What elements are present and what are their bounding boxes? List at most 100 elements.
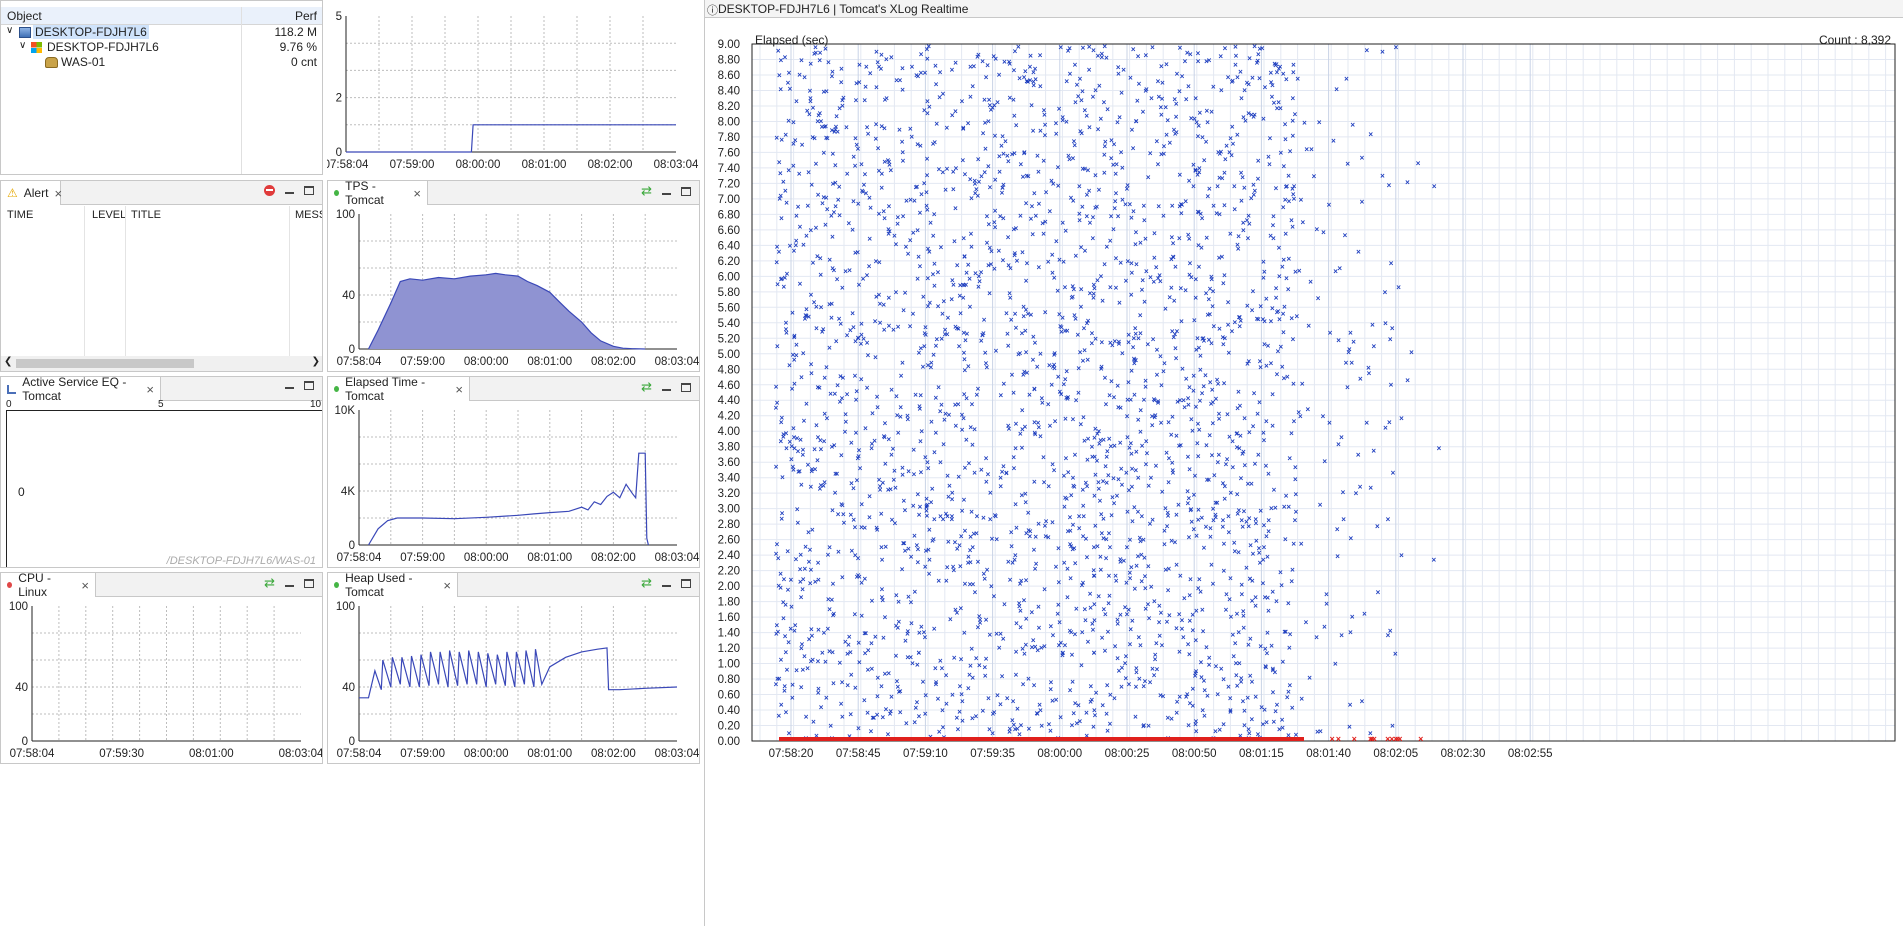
close-icon[interactable]: ×: [54, 185, 63, 201]
xlog-point: ×: [880, 555, 885, 564]
minimize-icon[interactable]: [662, 388, 671, 391]
xlog-point: ×: [1234, 429, 1239, 438]
xlog-point: ×: [1208, 378, 1213, 387]
close-icon[interactable]: ×: [146, 381, 154, 397]
xlog-point: ×: [1008, 293, 1013, 302]
xlog-point: ×: [1245, 79, 1250, 88]
column-message[interactable]: MESS: [295, 209, 322, 221]
xlog-point: ×: [1286, 731, 1291, 740]
xlog-point: ×: [894, 622, 899, 631]
tab-tps[interactable]: TPS - Tomcat ×: [328, 181, 428, 207]
maximize-icon[interactable]: [681, 382, 691, 392]
tab-active-service[interactable]: Active Service EQ - Tomcat ×: [1, 377, 161, 403]
refresh-icon[interactable]: ⇄: [641, 575, 652, 590]
close-icon[interactable]: ×: [413, 185, 421, 201]
xlog-point: ×: [1073, 559, 1078, 568]
xlog-point: ×: [1146, 481, 1151, 490]
xlog-point: ×: [1137, 674, 1142, 683]
xlog-point: ×: [1281, 328, 1286, 337]
xlog-point: ×: [779, 413, 784, 422]
xlog-point: ×: [777, 158, 782, 167]
minimize-icon[interactable]: [662, 192, 671, 195]
maximize-icon[interactable]: [304, 381, 314, 390]
xlog-point: ×: [952, 237, 957, 246]
xlog-point: ×: [1288, 147, 1293, 156]
close-icon[interactable]: ×: [81, 577, 89, 593]
scroll-right-icon[interactable]: ❯: [311, 356, 320, 367]
minimize-icon[interactable]: [662, 584, 671, 587]
chevron-down-icon[interactable]: ∨: [19, 40, 27, 51]
xlog-point: ×: [1200, 606, 1205, 615]
xlog-point: ×: [949, 515, 954, 524]
xlog-point: ×: [1207, 653, 1212, 662]
y-tick-label: 0.00: [718, 736, 740, 748]
xlog-point: ×: [936, 576, 941, 585]
maximize-icon[interactable]: [681, 186, 691, 196]
column-time[interactable]: TIME: [7, 209, 34, 221]
xlog-point: ×: [1274, 60, 1279, 69]
xlog-point: ×: [938, 68, 943, 77]
xlog-point: ×: [954, 713, 959, 722]
xlog-point: ×: [804, 311, 809, 320]
xlog-point: ×: [931, 270, 936, 279]
xlog-point: ×: [1261, 257, 1266, 266]
xlog-point: ×: [974, 529, 979, 538]
maximize-icon[interactable]: [304, 578, 314, 588]
xlog-point: ×: [1132, 503, 1137, 512]
tab-cpu[interactable]: CPU - Linux ×: [1, 573, 96, 599]
clear-alerts-icon[interactable]: [264, 185, 275, 196]
scroll-left-icon[interactable]: ❮: [4, 356, 13, 367]
xlog-point: ×: [1256, 730, 1261, 739]
column-perf[interactable]: Perf: [294, 9, 317, 23]
xlog-point: ×: [878, 299, 883, 308]
xlog-point: ×: [1011, 720, 1016, 729]
xlog-point: ×: [1050, 460, 1055, 469]
refresh-icon[interactable]: ⇄: [641, 183, 652, 198]
xlog-point: ×: [924, 202, 929, 211]
xlog-point: ×: [1341, 515, 1346, 524]
xlog-point: ×: [794, 340, 799, 349]
refresh-icon[interactable]: ⇄: [264, 575, 275, 590]
minimize-icon[interactable]: [285, 584, 294, 587]
xlog-point: ×: [1163, 565, 1168, 574]
xlog-point: ×: [1233, 61, 1238, 70]
minimize-icon[interactable]: [285, 192, 294, 194]
xlog-point: ×: [803, 314, 808, 323]
xlog-point: ×: [1211, 505, 1216, 514]
xlog-point: ×: [1088, 219, 1093, 228]
xlog-point: ×: [1133, 324, 1138, 333]
xlog-point: ×: [1312, 172, 1317, 181]
horizontal-scrollbar[interactable]: ❮ ❯: [1, 356, 322, 371]
tree-row-host[interactable]: ∨ DESKTOP-FDJH7L6 118.2 M: [1, 25, 322, 40]
chevron-down-icon[interactable]: ∨: [6, 25, 14, 36]
column-object[interactable]: Object: [7, 9, 42, 23]
xlog-point: ×: [1170, 412, 1175, 421]
xlog-point: ×: [1036, 423, 1041, 432]
xlog-point: ×: [1059, 328, 1064, 337]
xlog-point: ×: [1268, 134, 1273, 143]
tab-heap[interactable]: Heap Used - Tomcat ×: [328, 573, 458, 599]
column-title[interactable]: TITLE: [131, 209, 161, 221]
y-tick-label: 0.60: [718, 690, 740, 702]
xlog-point: ×: [837, 104, 842, 113]
xlog-point: ×: [865, 384, 870, 393]
xlog-point: ×: [873, 135, 878, 144]
refresh-icon[interactable]: ⇄: [641, 379, 652, 394]
tree-row-os[interactable]: ∨ DESKTOP-FDJH7L6 9.76 %: [1, 40, 322, 55]
maximize-icon[interactable]: [304, 186, 314, 195]
xlog-error-point: ×: [1329, 734, 1334, 744]
tab-elapsed[interactable]: Elapsed Time - Tomcat ×: [328, 377, 470, 403]
xlog-point: ×: [826, 595, 831, 604]
minimize-icon[interactable]: [285, 387, 294, 389]
xlog-chart[interactable]: 0.000.200.400.600.801.001.201.401.601.80…: [705, 0, 1903, 926]
xlog-point: ×: [894, 288, 899, 297]
xlog-point: ×: [891, 475, 896, 484]
column-level[interactable]: LEVEL: [92, 209, 127, 221]
tree-row-was[interactable]: WAS-01 0 cnt: [1, 55, 322, 70]
close-icon[interactable]: ×: [455, 381, 463, 397]
xlog-point: ×: [1290, 184, 1295, 193]
scrollbar-thumb[interactable]: [16, 359, 194, 368]
tab-alert[interactable]: ⚠ Alert ×: [1, 181, 63, 205]
close-icon[interactable]: ×: [443, 577, 451, 593]
maximize-icon[interactable]: [681, 578, 691, 588]
